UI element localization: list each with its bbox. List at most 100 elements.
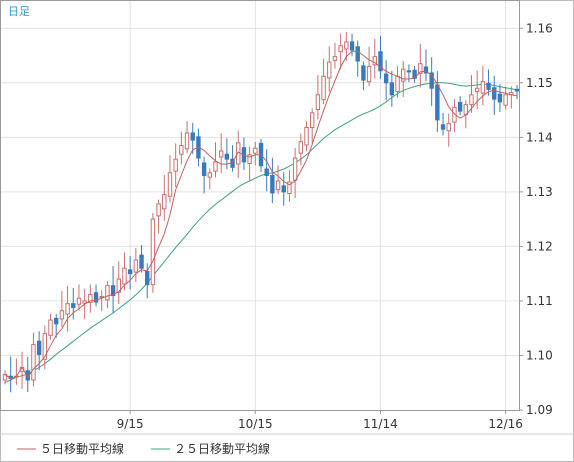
candle-67: [383, 60, 389, 101]
grid: [1, 1, 519, 410]
candle-49: [281, 171, 286, 206]
candle-body-88: [503, 94, 508, 106]
candle-18: [105, 281, 110, 309]
y-tick-label-6: 1.15: [526, 76, 553, 90]
candle-10: [59, 291, 65, 328]
candle-37: [213, 142, 218, 178]
candle-32: [184, 120, 190, 154]
candle-77: [440, 112, 446, 136]
candle-body-5: [31, 344, 36, 381]
candle-78: [446, 113, 451, 147]
candle-82: [469, 75, 474, 113]
candle-body-46: [264, 168, 269, 177]
ma5-line: [4, 50, 518, 379]
y-tick-label-4: 1.13: [526, 185, 553, 199]
candle-58: [332, 42, 338, 69]
candle-0: [2, 370, 8, 385]
candle-body-53: [304, 127, 309, 146]
candle-25: [145, 263, 150, 299]
candle-body-26: [150, 218, 156, 286]
candle-61: [349, 33, 355, 57]
candle-63: [361, 61, 366, 91]
candle-38: [218, 133, 224, 173]
candle-body-86: [492, 87, 497, 100]
candle-body-21: [122, 267, 127, 285]
candle-7: [42, 325, 48, 370]
candle-body-83: [474, 87, 480, 93]
y-tick-label-1: 1.10: [526, 348, 553, 362]
candle-15: [88, 284, 93, 313]
ma5-layer: [4, 50, 518, 379]
candle-body-61: [349, 41, 355, 51]
candle-body-52: [298, 141, 304, 154]
candle-33: [190, 122, 195, 154]
candle-body-30: [173, 158, 178, 172]
candle-body-55: [315, 94, 321, 111]
candle-body-82: [469, 94, 474, 106]
candle-62: [355, 40, 360, 77]
candle-body-77: [440, 124, 446, 130]
candle-84: [480, 65, 486, 106]
candle-body-24: [139, 254, 144, 269]
candle-body-29: [167, 172, 173, 197]
candle-75: [429, 57, 434, 106]
candle-body-78: [446, 123, 451, 132]
legend-ma25-label: ２５日移動平均線: [174, 441, 270, 456]
plot-border: [0, 0, 520, 411]
candle-body-63: [361, 65, 366, 81]
candle-body-16: [93, 292, 99, 303]
candle-body-13: [76, 297, 82, 305]
candle-12: [71, 287, 76, 320]
legend: ５日移動平均線 ２５日移動平均線: [17, 441, 270, 456]
candle-50: [287, 170, 292, 202]
candle-64: [366, 46, 372, 87]
candle-body-69: [395, 75, 400, 93]
candle-83: [474, 70, 480, 110]
candle-72: [412, 65, 417, 83]
y-tick-label-2: 1.11: [526, 294, 553, 308]
candle-body-58: [332, 56, 338, 61]
y-axis: 1.09 1.10 1.11 1.12 1.13 1.14 1.15 1.16: [519, 21, 553, 417]
candle-55: [315, 75, 321, 120]
candle-87: [497, 84, 503, 112]
candle-body-47: [270, 175, 275, 194]
candle-body-8: [48, 319, 53, 336]
candle-body-12: [71, 303, 76, 308]
candle-body-9: [53, 317, 59, 325]
candle-73: [418, 44, 423, 88]
candle-27: [156, 199, 161, 234]
candle-body-65: [372, 56, 377, 66]
candle-body-71: [406, 70, 412, 73]
candle-body-32: [184, 132, 190, 150]
y-tick-label-3: 1.12: [526, 239, 553, 253]
candle-19: [110, 266, 116, 314]
candle-29: [167, 155, 173, 203]
candle-body-64: [366, 65, 372, 83]
candle-48: [275, 165, 281, 195]
x-tick-label-1: 10/15: [238, 417, 273, 431]
x-axis: 9/15 10/15 11/14 12/16: [117, 410, 523, 431]
candle-body-51: [292, 157, 298, 181]
candle-body-85: [486, 82, 491, 90]
candle-body-57: [327, 61, 332, 79]
legend-ma5-label: ５日移動平均線: [40, 441, 124, 456]
candle-body-19: [110, 285, 116, 296]
candle-body-68: [389, 82, 395, 96]
y-tick-label-5: 1.14: [526, 130, 553, 144]
candle-body-43: [247, 154, 252, 165]
candle-90: [514, 84, 520, 100]
candle-8: [48, 313, 53, 340]
candle-body-35: [201, 162, 207, 177]
candle-21: [122, 252, 127, 291]
candle-body-18: [105, 285, 110, 301]
candle-body-70: [401, 68, 406, 82]
candle-body-76: [435, 84, 440, 121]
candle-body-84: [480, 81, 486, 94]
candle-body-37: [213, 161, 218, 172]
candle-53: [304, 121, 309, 152]
candle-11: [65, 285, 70, 332]
candle-46: [264, 149, 269, 192]
candle-22: [127, 255, 133, 290]
candle-body-36: [207, 172, 213, 178]
candle-body-14: [82, 300, 87, 304]
